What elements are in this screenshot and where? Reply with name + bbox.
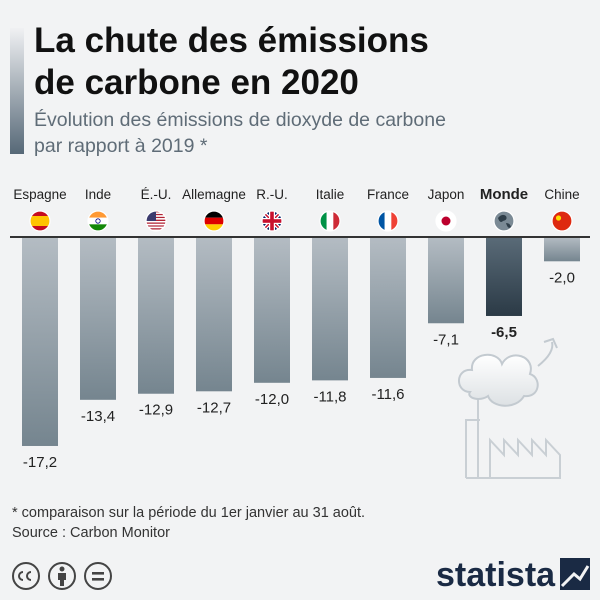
value-label-5: -11,8 [313, 388, 346, 405]
source-note: Source : Carbon Monitor [12, 525, 170, 541]
title-line-1: La chute des émissions [34, 21, 429, 60]
chart-title: La chute des émissions de carbone en 202… [34, 20, 574, 104]
value-label-3: -12,7 [197, 399, 231, 416]
italy-flag [319, 210, 341, 232]
bar-2 [138, 237, 174, 394]
category-label-6: France [367, 187, 409, 202]
cc-icon[interactable] [12, 562, 40, 590]
globe-icon [493, 210, 515, 232]
chart-subtitle: Évolution des émissions de dioxyde de ca… [34, 107, 554, 159]
statista-logo[interactable]: statista [436, 552, 592, 596]
title-accent-bar [10, 28, 24, 154]
value-label-1: -13,4 [81, 408, 115, 425]
value-label-2: -12,9 [139, 402, 173, 419]
category-label-3: Allemagne [182, 187, 246, 202]
bar-5 [312, 237, 348, 381]
bar-8 [486, 237, 522, 316]
category-label-8: Monde [480, 186, 528, 203]
bar-9 [544, 237, 580, 262]
usa-flag [145, 210, 167, 232]
category-label-0: Espagne [13, 187, 66, 202]
footnote: * comparaison sur la période du 1er janv… [12, 505, 366, 521]
bar-1 [80, 237, 116, 400]
france-flag [377, 210, 399, 232]
china-flag [551, 210, 573, 232]
title-line-2: de carbone en 2020 [34, 63, 359, 102]
category-label-9: Chine [544, 187, 579, 202]
attribution-icon[interactable] [48, 562, 76, 590]
bar-0 [22, 237, 58, 446]
brand-wordmark: statista [436, 556, 556, 594]
category-label-1: Inde [85, 187, 111, 202]
bar-7 [428, 237, 464, 324]
subtitle-line-2: par rapport à 2019 * [34, 135, 208, 157]
factory-illustration [458, 337, 561, 479]
value-label-4: -12,0 [255, 391, 289, 408]
category-label-5: Italie [316, 187, 345, 202]
category-label-7: Japon [428, 187, 465, 202]
value-label-6: -11,6 [371, 386, 404, 403]
japan-flag [435, 210, 457, 232]
bar-chart: Espagne -17,2 Inde -13,4 É.-U. -12,9 Allemagne… [10, 186, 590, 479]
uk-flag [261, 210, 283, 232]
license-icons [12, 562, 112, 590]
value-label-9: -2,0 [549, 269, 575, 286]
bar-4 [254, 237, 290, 383]
germany-flag [203, 210, 225, 232]
spain-flag [29, 210, 51, 232]
no-derivatives-icon[interactable] [84, 562, 112, 590]
bar-6 [370, 237, 406, 378]
bar-3 [196, 237, 232, 392]
statista-mark-icon [560, 558, 590, 590]
value-label-7: -7,1 [433, 331, 459, 348]
india-flag [87, 210, 109, 232]
subtitle-line-1: Évolution des émissions de dioxyde de ca… [34, 109, 446, 131]
category-label-4: R.-U. [256, 187, 288, 202]
category-label-2: É.-U. [141, 187, 172, 202]
value-label-0: -17,2 [23, 454, 57, 471]
value-label-8: -6,5 [491, 324, 517, 341]
